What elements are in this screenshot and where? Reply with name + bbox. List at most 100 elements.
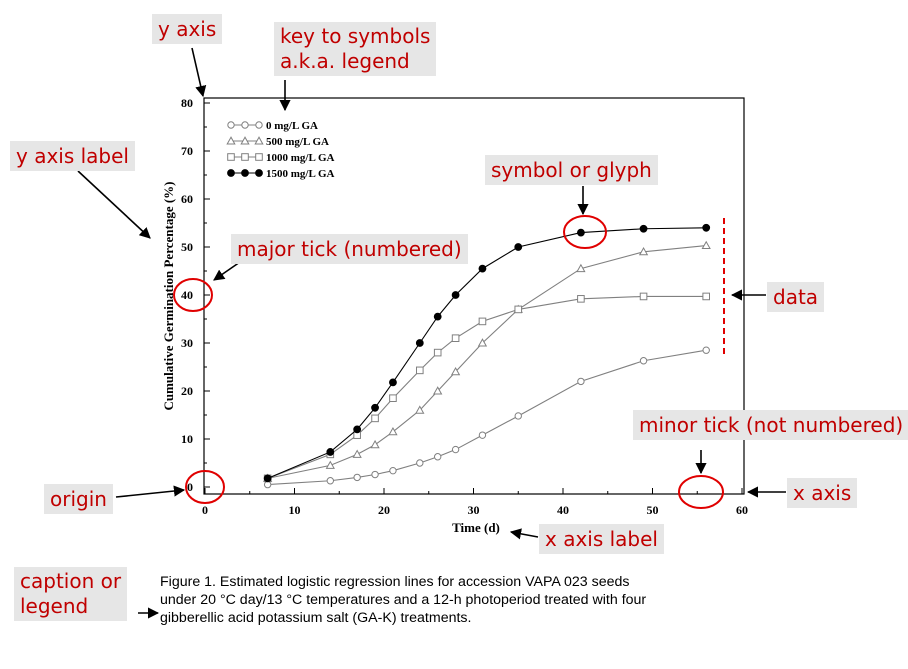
data-point bbox=[576, 263, 586, 273]
legend-symbol bbox=[241, 121, 249, 129]
series-3 bbox=[263, 223, 711, 483]
data-point bbox=[371, 470, 379, 479]
annotation-caption-line2: legend bbox=[20, 594, 89, 618]
arrow-y-axis bbox=[191, 47, 207, 98]
data-point bbox=[577, 377, 585, 386]
legend-entry: 0 mg/L GA bbox=[227, 120, 318, 132]
y-tick-label: 10 bbox=[181, 432, 193, 446]
data-point bbox=[702, 223, 711, 232]
major-tick-highlight bbox=[173, 278, 213, 312]
data-point bbox=[389, 378, 397, 387]
data-point bbox=[326, 477, 334, 485]
data-point bbox=[433, 386, 443, 395]
legend-symbol bbox=[227, 153, 235, 161]
legend-entry: 500 mg/L GA bbox=[226, 136, 329, 148]
data-point bbox=[514, 305, 523, 314]
data-point bbox=[639, 224, 648, 233]
minor-tick-highlight bbox=[678, 475, 724, 509]
annotation-arrows bbox=[77, 47, 786, 619]
series-line bbox=[267, 227, 707, 479]
y-tick-label: 50 bbox=[181, 240, 193, 254]
annotation-symbol: symbol or glyph bbox=[485, 155, 658, 185]
annotation-data: data bbox=[767, 282, 825, 312]
legend-entry: 1000 mg/L GA bbox=[227, 152, 335, 164]
annotation-x-axis: x axis bbox=[787, 478, 858, 508]
data-point bbox=[388, 426, 398, 436]
data-point bbox=[415, 405, 425, 414]
data-point bbox=[434, 453, 442, 461]
data-point bbox=[416, 366, 424, 375]
data-point bbox=[702, 292, 711, 301]
data-point bbox=[514, 243, 523, 251]
chart-legend: 0 mg/L GA 500 mg/L GA 1000 mg/L GA 1500 mg/… bbox=[226, 120, 335, 180]
data-point bbox=[325, 460, 335, 469]
data-point bbox=[451, 291, 460, 299]
annotation-legend: key to symbols a.k.a. legend bbox=[274, 22, 437, 76]
origin-highlight bbox=[185, 470, 225, 504]
data-point bbox=[478, 264, 487, 273]
legend-symbol bbox=[255, 121, 263, 129]
legend-symbol bbox=[241, 169, 249, 177]
legend-symbol bbox=[241, 153, 249, 161]
arrow-y-axis-label bbox=[77, 170, 151, 239]
symbol-highlight bbox=[563, 215, 607, 249]
arrow-origin bbox=[115, 485, 186, 498]
x-tick-label: 30 bbox=[468, 503, 480, 517]
figure-caption: Figure 1. Estimated logistic regression … bbox=[160, 573, 760, 627]
y-tick-label: 80 bbox=[181, 96, 193, 110]
y-tick-label: 20 bbox=[181, 384, 193, 398]
annotation-y-axis: y axis bbox=[152, 14, 223, 44]
annotation-caption-line1: caption or bbox=[20, 569, 122, 593]
data-point bbox=[415, 339, 424, 347]
data-point bbox=[370, 439, 380, 449]
annotation-x-axis-label: x axis label bbox=[539, 524, 664, 554]
data-point bbox=[451, 445, 460, 454]
legend-symbol bbox=[226, 136, 236, 145]
annotation-major-tick: major tick (numbered) bbox=[231, 234, 468, 264]
arrow-major-tick bbox=[213, 261, 241, 281]
data-point bbox=[433, 348, 442, 357]
data-point bbox=[577, 228, 585, 237]
data-point bbox=[352, 449, 362, 458]
caption-line-3: gibberellic acid potassium salt (GA-K) t… bbox=[160, 610, 472, 626]
x-axis-title: Time (d) bbox=[452, 520, 500, 535]
y-axis-title: Cumulative Germination Percentage (%) bbox=[161, 181, 176, 410]
data-point bbox=[389, 394, 397, 402]
data-point bbox=[389, 466, 397, 475]
x-tick-label: 60 bbox=[736, 503, 748, 517]
data-point bbox=[353, 425, 362, 434]
x-tick-label: 50 bbox=[647, 503, 659, 517]
data-point bbox=[639, 292, 648, 301]
data-point bbox=[577, 295, 585, 303]
y-tick-label: 70 bbox=[181, 144, 193, 158]
legend-symbol bbox=[240, 136, 250, 145]
series-0 bbox=[263, 346, 710, 489]
x-tick-label: 0 bbox=[202, 503, 208, 517]
legend-label: 1000 mg/L GA bbox=[266, 152, 335, 164]
data-point bbox=[263, 480, 272, 489]
y-tick-label: 30 bbox=[181, 336, 193, 350]
data-point bbox=[371, 403, 379, 412]
legend-label: 1500 mg/L GA bbox=[266, 168, 335, 180]
data-point bbox=[477, 338, 488, 347]
data-point bbox=[701, 240, 711, 250]
data-point bbox=[451, 334, 460, 342]
annotation-caption: caption or legend bbox=[14, 567, 128, 621]
data-point bbox=[638, 246, 649, 256]
data-point bbox=[433, 312, 442, 321]
legend-symbol bbox=[254, 136, 264, 145]
y-tick-label: 40 bbox=[181, 288, 193, 302]
caption-line-1: Figure 1. Estimated logistic regression … bbox=[160, 574, 630, 590]
axis-ticks: 0 10 20 30 40 50 60 0 10 20 30 40 50 60 70 80 bbox=[181, 96, 748, 517]
legend-label: 0 mg/L GA bbox=[266, 120, 318, 132]
y-tick-label: 0 bbox=[187, 480, 193, 494]
legend-label: 500 mg/L GA bbox=[266, 136, 329, 148]
caption-line-2: under 20 °C day/13 °C temperatures and a… bbox=[160, 592, 647, 608]
x-tick-label: 20 bbox=[378, 503, 390, 517]
legend-entry: 1500 mg/L GA bbox=[227, 168, 335, 180]
annotation-minor-tick: minor tick (not numbered) bbox=[633, 410, 908, 440]
series-1 bbox=[262, 240, 711, 482]
y-tick-label: 60 bbox=[181, 192, 193, 206]
data-series bbox=[262, 223, 711, 489]
